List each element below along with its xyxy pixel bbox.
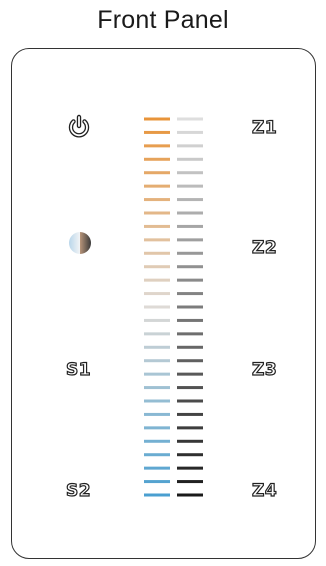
z3-label[interactable]: Z3 — [251, 360, 278, 380]
z2-label[interactable]: Z2 — [251, 238, 278, 258]
color-temperature-icon[interactable] — [67, 230, 93, 256]
panel-title: Front Panel — [97, 6, 229, 34]
power-icon[interactable] — [66, 114, 92, 140]
z1-label[interactable]: Z1 — [251, 118, 278, 138]
front-panel-frame — [11, 48, 316, 559]
z4-label[interactable]: Z4 — [251, 481, 278, 501]
s2-label[interactable]: S2 — [65, 481, 92, 501]
s1-label[interactable]: S1 — [65, 360, 92, 380]
